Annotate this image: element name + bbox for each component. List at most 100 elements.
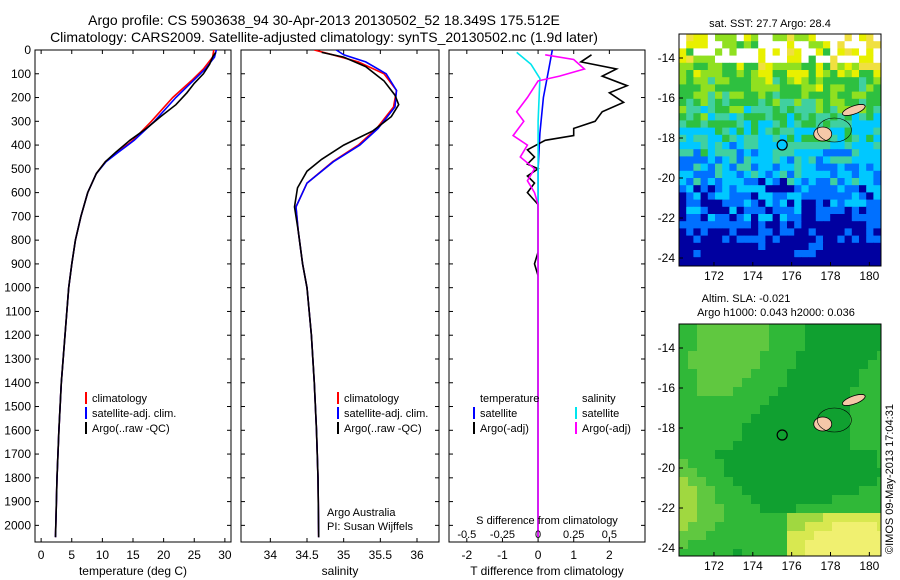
- map-cell: [743, 156, 752, 165]
- map-cell: [722, 98, 730, 107]
- map-cell: [868, 396, 878, 406]
- map-cell: [844, 41, 853, 49]
- map-cell: [823, 142, 831, 150]
- map-cell: [832, 387, 842, 397]
- map-cell: [769, 333, 779, 343]
- map-cell: [760, 486, 770, 496]
- map-cell: [787, 206, 795, 215]
- map-cell: [851, 77, 860, 85]
- map-cell: [801, 120, 810, 129]
- map-cell: [679, 432, 689, 442]
- map-cell: [823, 450, 833, 460]
- map-cell: [850, 423, 860, 433]
- map-cell: [837, 142, 846, 150]
- map-cell: [794, 192, 802, 201]
- map-cell: [880, 185, 881, 193]
- map-cell: [837, 98, 846, 107]
- map-cell: [715, 120, 723, 129]
- x-tick-label: 25: [188, 548, 202, 562]
- map-cell: [715, 163, 723, 172]
- map-cell: [736, 185, 745, 193]
- map-cell: [715, 221, 723, 229]
- map-cell: [697, 531, 707, 541]
- map-cell: [700, 70, 709, 78]
- map-cell: [751, 405, 761, 415]
- map-cell: [729, 170, 738, 179]
- map-cell: [679, 387, 689, 397]
- depth-tick-label: 500: [11, 162, 31, 176]
- map-cell: [880, 113, 881, 121]
- map-cell: [844, 127, 853, 136]
- map-cell: [779, 264, 788, 266]
- map-cell: [779, 221, 788, 229]
- map-cell: [679, 106, 687, 114]
- reef-outline: [817, 117, 852, 143]
- map-cell: [823, 206, 831, 215]
- map-cell: [686, 34, 694, 42]
- map-cell: [758, 178, 766, 186]
- map-cell: [787, 522, 797, 532]
- map-cell: [837, 192, 846, 201]
- map-cell: [796, 495, 806, 505]
- map-cell: [743, 91, 752, 100]
- map-cell: [724, 531, 734, 541]
- map-cell: [686, 235, 694, 244]
- map-cell: [697, 477, 707, 487]
- map-cell: [765, 48, 774, 57]
- map-cell: [736, 142, 745, 150]
- map-cell: [832, 522, 842, 532]
- map-cell: [769, 369, 779, 379]
- x-tick-label: 30: [218, 548, 232, 562]
- map-y-tick-label: -24: [658, 251, 676, 265]
- map-cell: [679, 360, 689, 370]
- map-cell: [688, 342, 698, 352]
- map-cell: [715, 513, 725, 523]
- map-cell: [873, 91, 881, 100]
- map-cell: [736, 48, 745, 57]
- map-cell: [859, 432, 869, 442]
- depth-tick-label: 100: [11, 67, 31, 81]
- map-cell: [706, 369, 716, 379]
- map-cell: [868, 549, 878, 556]
- map-cell: [736, 170, 745, 179]
- map-cell: [736, 120, 745, 129]
- map-cell: [751, 264, 759, 266]
- map-cell: [742, 540, 752, 550]
- map-cell: [679, 324, 689, 334]
- map-cell: [859, 62, 867, 71]
- map-cell: [706, 441, 716, 451]
- map-cell: [877, 477, 881, 487]
- map-cell: [715, 333, 725, 343]
- map-cell: [751, 235, 759, 244]
- map-cell: [729, 221, 738, 229]
- map-cell: [686, 242, 694, 251]
- map-cell: [808, 113, 817, 121]
- map-cell: [830, 142, 838, 150]
- map-cell: [844, 185, 853, 193]
- map-y-tick-label: -24: [658, 541, 676, 555]
- map-cell: [760, 432, 770, 442]
- map-cell: [729, 214, 738, 222]
- map-cell: [686, 199, 694, 208]
- map-cell: [823, 156, 831, 165]
- map-cell: [801, 235, 810, 244]
- map-cell: [830, 206, 838, 215]
- map-cell: [815, 91, 824, 100]
- map-cell: [787, 55, 795, 64]
- map-cell: [815, 41, 824, 49]
- map-cell: [751, 522, 761, 532]
- top-x-tick-label: -0.25: [490, 529, 515, 541]
- map-cell: [760, 378, 770, 388]
- map-cell: [814, 342, 824, 352]
- map-cell: [794, 77, 802, 85]
- map-cell: [859, 120, 867, 129]
- map-cell: [880, 48, 881, 57]
- map-cell: [760, 405, 770, 415]
- map-cell: [707, 149, 716, 157]
- map-cell: [808, 41, 817, 49]
- map-cell: [779, 199, 788, 208]
- map-cell: [715, 242, 723, 251]
- map-cell: [794, 185, 802, 193]
- map-cell: [722, 62, 730, 71]
- map-cell: [844, 98, 853, 107]
